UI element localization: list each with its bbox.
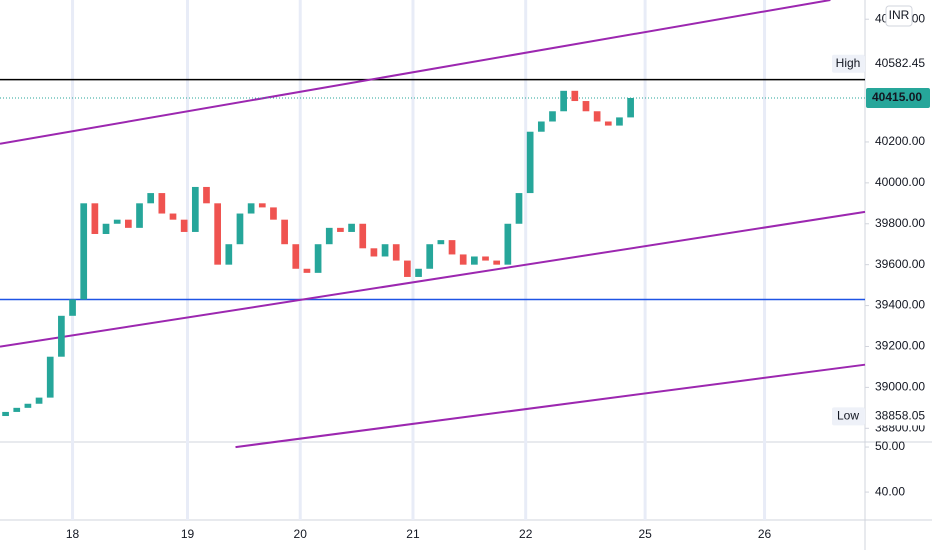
trend-line (235, 363, 866, 449)
low-label-box (832, 407, 865, 426)
candle-body (191, 186, 199, 232)
y-tick-label: 39400.00 (875, 298, 925, 312)
x-tick-label: 18 (66, 527, 80, 541)
candle-body (125, 219, 132, 228)
candle-body (281, 219, 288, 245)
candle-body (58, 315, 65, 357)
candle-body (136, 203, 143, 228)
x-tick-label: 25 (638, 527, 652, 541)
trend-line (0, 210, 866, 348)
candle-body (593, 111, 601, 122)
candle-body (147, 193, 155, 204)
candle-body (24, 403, 32, 408)
candle-body (493, 260, 501, 265)
candle-body (169, 213, 177, 220)
candle-body (471, 256, 478, 265)
x-tick-label: 19 (181, 527, 195, 541)
y-tick-label: 39800.00 (875, 216, 925, 230)
candle-body (459, 254, 467, 265)
x-tick-label: 21 (406, 527, 420, 541)
candle-body (314, 244, 322, 273)
candle-body (504, 223, 512, 265)
candle-body (180, 219, 188, 232)
candle-body (80, 203, 88, 300)
y-tick-label: 39200.00 (875, 339, 925, 353)
candle-body (91, 203, 99, 234)
candle-body (102, 223, 110, 234)
x-tick-label: 26 (758, 527, 772, 541)
low-value-box (866, 407, 932, 426)
candle-body (370, 248, 378, 257)
candle-body (526, 131, 534, 194)
candle-body (627, 97, 634, 118)
candle-body (258, 203, 266, 208)
candle-body (13, 407, 21, 412)
candle-body (225, 244, 233, 265)
candle-body (448, 240, 456, 255)
candle-body (203, 186, 210, 204)
y-tick-label: 39000.00 (875, 380, 925, 394)
x-tick-label: 20 (294, 527, 308, 541)
candle-body (337, 227, 344, 232)
candle-body (415, 268, 422, 277)
candle-body (214, 203, 221, 265)
candle-body (404, 260, 411, 277)
candle-body (560, 90, 567, 112)
candle-body (348, 223, 355, 232)
candle-body (571, 90, 579, 102)
candle-body (247, 203, 255, 214)
candle-body (303, 268, 311, 273)
candle-body (515, 193, 523, 224)
candle-body (482, 256, 489, 261)
candle-body (158, 193, 166, 214)
candle-body (292, 244, 300, 269)
low-label: Low (837, 409, 859, 423)
candle-body (2, 411, 9, 417)
candle-body (604, 121, 612, 126)
candle-body (537, 121, 545, 132)
y-tick-label: 40200.00 (875, 134, 925, 148)
currency-label: INR (889, 8, 910, 22)
candle-body (582, 101, 590, 112)
candle-body (426, 244, 434, 269)
candle-body (381, 244, 389, 257)
candle-body (35, 397, 43, 404)
last-price-label: 40415.00 (872, 90, 922, 104)
candle-body (270, 207, 277, 220)
candle-body (236, 213, 244, 245)
currency-box (885, 5, 913, 27)
y-tick-label: 39600.00 (875, 257, 925, 271)
high-value: 40582.45 (875, 56, 925, 70)
candle-body (616, 117, 623, 126)
low-value: 38858.05 (875, 409, 925, 423)
last-price-box (866, 87, 930, 108)
high-label: High (836, 56, 861, 70)
candle-body (549, 111, 556, 122)
candle-body (325, 227, 333, 245)
candle-body (437, 240, 445, 245)
high-value-box (866, 54, 932, 73)
x-tick-label: 22 (519, 527, 533, 541)
candle-body (359, 223, 367, 249)
candle-body (69, 299, 76, 316)
high-label-box (832, 54, 865, 73)
candle-body (46, 356, 54, 398)
trend-line (0, 0, 831, 145)
y-tick-label: 40000.00 (875, 175, 925, 189)
y-tick-label: 40.00 (875, 484, 905, 498)
candle-body (113, 219, 121, 224)
y-tick-label: 50.00 (875, 439, 905, 453)
candle-body (392, 244, 400, 261)
